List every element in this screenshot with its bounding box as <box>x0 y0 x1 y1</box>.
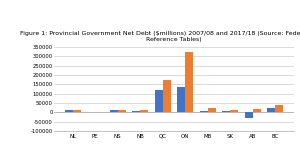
Bar <box>118 110 126 112</box>
Bar <box>163 80 171 112</box>
Bar <box>267 108 275 112</box>
Bar <box>200 111 208 112</box>
Bar <box>65 110 73 112</box>
Bar <box>110 110 118 112</box>
Bar <box>253 109 261 112</box>
Bar <box>208 109 216 112</box>
Bar <box>185 52 193 112</box>
Bar <box>132 111 140 112</box>
Bar <box>140 110 148 112</box>
Bar <box>73 110 81 112</box>
Bar <box>230 110 238 112</box>
Bar <box>155 90 163 112</box>
Bar <box>222 111 230 112</box>
Bar <box>177 87 185 112</box>
Bar <box>245 112 253 118</box>
Bar <box>275 104 283 112</box>
Title: Figure 1: Provincial Government Net Debt ($millions) 2007/08 and 2017/18 (Source: Figure 1: Provincial Government Net Debt… <box>20 31 300 43</box>
